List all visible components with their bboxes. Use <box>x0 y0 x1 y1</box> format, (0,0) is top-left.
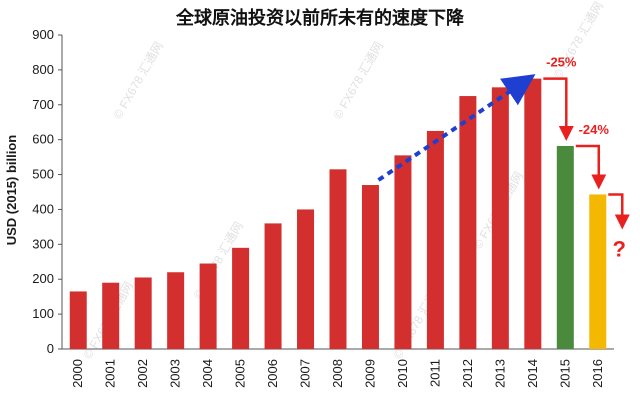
x-tick-label: 2008 <box>330 359 345 388</box>
annotation-layer: -25% -24%? <box>377 55 630 261</box>
x-tick-label: 2002 <box>135 359 150 388</box>
bar-2000 <box>69 291 87 349</box>
x-tick-label: 2000 <box>70 359 85 388</box>
x-tick-label: 2001 <box>103 359 118 388</box>
bar-2016 <box>589 194 607 349</box>
x-tick-label: 2012 <box>460 359 475 388</box>
bar-2002 <box>134 277 152 349</box>
y-axis-label: USD (2015) billion <box>4 135 19 246</box>
bar-2015 <box>556 145 574 349</box>
y-tick-label: 500 <box>32 167 54 182</box>
decline-arrow <box>543 77 574 141</box>
decline-percent-label: -24% <box>579 122 610 137</box>
x-tick-label: 2011 <box>427 359 442 387</box>
x-tick-label: 2004 <box>200 359 215 388</box>
bar-2008 <box>329 169 347 349</box>
x-tick-label: 2003 <box>168 359 183 388</box>
axis-layer: 0 100 200 300 400 500 600 700 800 900 2000 2001 2002… <box>32 27 614 388</box>
bar-2001 <box>102 282 120 349</box>
bar-2009 <box>361 185 379 349</box>
bar-2007 <box>297 209 315 349</box>
bar-2006 <box>264 223 282 349</box>
future-decline-arrow <box>608 193 630 230</box>
bar-2014 <box>524 78 542 349</box>
bar-2013 <box>491 87 509 349</box>
bar-2012 <box>459 96 477 349</box>
trend-arrow <box>377 74 536 182</box>
decline-percent-label: -25% <box>546 55 577 70</box>
chart-title: 全球原油投资以前所未有的速度下降 <box>175 7 465 29</box>
bar-layer <box>69 78 607 349</box>
x-tick-label: 2010 <box>395 359 410 388</box>
bar-2011 <box>426 130 444 349</box>
watermark-text: © FX678 汇通网 <box>110 39 166 121</box>
bar-2005 <box>232 247 250 349</box>
y-tick-label: 100 <box>32 306 54 321</box>
x-tick-label: 2005 <box>233 359 248 388</box>
y-tick-label: 800 <box>32 62 54 77</box>
y-tick-label: 200 <box>32 271 54 286</box>
x-tick-label: 2007 <box>298 359 313 388</box>
bar-2010 <box>394 155 412 349</box>
y-tick-label: 700 <box>32 97 54 112</box>
x-tick-label: 2016 <box>590 359 605 388</box>
x-tick-label: 2014 <box>525 359 540 388</box>
y-tick-label: 600 <box>32 132 54 147</box>
y-tick-label: 300 <box>32 236 54 251</box>
y-tick-label: 400 <box>32 201 54 216</box>
x-tick-label: 2006 <box>265 359 280 388</box>
y-tick-label: 900 <box>32 27 54 42</box>
bar-2004 <box>199 263 217 349</box>
y-tick-label: 0 <box>47 341 54 356</box>
question-mark: ? <box>613 236 626 261</box>
x-tick-label: 2015 <box>557 359 572 388</box>
watermark-text: © FX678 汇通网 <box>330 39 386 121</box>
bar-2003 <box>167 272 185 349</box>
decline-arrow <box>575 144 607 190</box>
x-tick-label: 2013 <box>492 359 507 388</box>
x-tick-label: 2009 <box>362 359 377 388</box>
